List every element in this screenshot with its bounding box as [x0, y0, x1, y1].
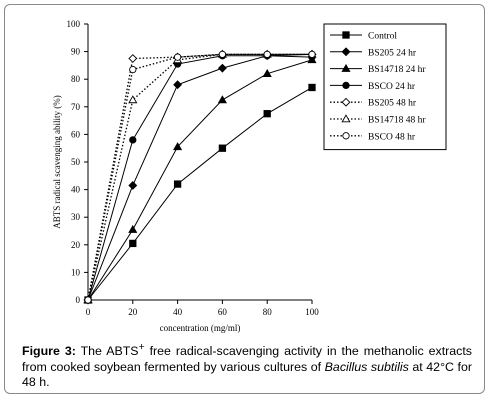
y-tick-label: 60	[71, 129, 81, 139]
series-line-3	[87, 59, 313, 301]
y-tick-label: 30	[71, 212, 81, 222]
figure-caption: Figure 3: The ABTS+ free radical-scaveng…	[22, 340, 472, 391]
data-point	[263, 50, 271, 59]
y-tick-label: 0	[76, 295, 81, 305]
chart-legend: Control BS205 24 hr BS14718 24 hr BSCO 24 h…	[323, 23, 447, 151]
caption-text-1: The ABTS	[75, 344, 139, 359]
series-line-5	[87, 53, 312, 301]
data-point	[218, 50, 227, 59]
x-tick-label: 40	[173, 307, 183, 317]
x-tick-label: 0	[86, 307, 91, 317]
data-point	[308, 83, 316, 92]
legend-marker	[342, 132, 350, 140]
legend-marker	[341, 97, 351, 107]
data-point	[129, 136, 137, 144]
data-point	[128, 224, 138, 233]
y-tick-label: 100	[67, 19, 81, 29]
legend-label: BS205 48 hr	[368, 99, 417, 109]
data-point	[84, 296, 92, 304]
legend-marker	[341, 63, 351, 72]
legend-marker	[342, 81, 350, 90]
series-lines	[87, 53, 313, 301]
y-tick-label: 10	[71, 267, 81, 277]
y-tick-label: 70	[71, 102, 81, 112]
legend-label: BS14718 24 hr	[368, 65, 426, 75]
data-point	[128, 95, 138, 104]
data-point	[129, 65, 137, 74]
data-point	[173, 180, 182, 188]
x-tick-label: 80	[263, 307, 273, 317]
x-tick-label: 100	[305, 307, 319, 317]
chart-axes: 0 10 20 30 40 50 60 70 80 90 100 0 20 40 60 80 100	[67, 19, 320, 317]
data-point	[128, 54, 138, 63]
data-point	[262, 68, 272, 77]
data-point	[128, 181, 138, 190]
data-point	[173, 80, 183, 90]
series-line-1	[87, 87, 313, 301]
series-markers	[83, 49, 317, 305]
caption-species: Bacillus subtilis	[324, 359, 409, 374]
legend-marker	[341, 47, 351, 57]
data-point	[173, 53, 182, 61]
legend-marker	[341, 114, 351, 123]
y-tick-label: 50	[71, 157, 81, 167]
legend-marker	[342, 31, 350, 39]
data-point	[263, 110, 271, 118]
series-line-4	[87, 55, 313, 301]
legend-label: BS205 24 hr	[368, 48, 417, 58]
x-tick-label: 20	[128, 307, 138, 317]
figure-label: Figure 3:	[22, 344, 76, 359]
y-tick-label: 80	[71, 74, 81, 84]
legend-label: BS14718 48 hr	[368, 116, 426, 126]
line-chart: 0 10 20 30 40 50 60 70 80 90 100 0 20 40 60 80 100 ABTS …	[52, 19, 447, 333]
series-line-2	[87, 53, 313, 301]
x-axis-label: concentration (mg/ml)	[160, 323, 241, 333]
y-axis-label: ABTS radical scavenging ability (%)	[52, 95, 62, 228]
data-point	[217, 95, 227, 104]
x-tick-label: 60	[218, 307, 228, 317]
data-point	[218, 144, 227, 152]
y-tick-label: 90	[71, 47, 81, 57]
y-tick-label: 40	[71, 185, 81, 195]
caption-text-3: at 42°C for 48 h.	[22, 359, 472, 390]
series-line-7	[87, 53, 312, 301]
legend-label: Control	[368, 32, 397, 42]
data-point	[129, 239, 137, 248]
caption-text-2: free radical-scavenging activity in the …	[22, 344, 472, 374]
data-point	[308, 50, 316, 59]
y-tick-label: 20	[71, 240, 81, 250]
caption-superscript: +	[138, 342, 145, 353]
data-point	[217, 63, 227, 73]
legend-label: BSCO 48 hr	[368, 132, 416, 142]
legend-label: BSCO 24 hr	[368, 82, 416, 92]
series-line-6	[87, 53, 312, 301]
data-point	[173, 142, 183, 151]
